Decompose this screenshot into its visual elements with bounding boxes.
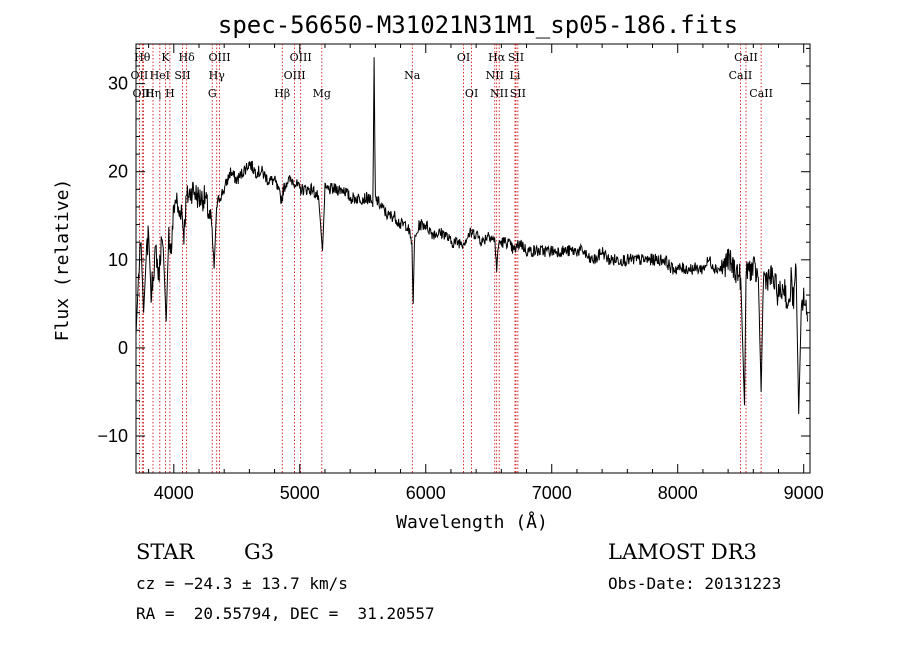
y-tick-label: 20 (108, 162, 128, 182)
line-marker-label: K (161, 51, 170, 64)
line-marker-label: CaII (749, 87, 773, 100)
line-marker-label: Na (404, 69, 421, 82)
x-tick-label: 5000 (280, 483, 320, 503)
line-marker-label: CaII (734, 51, 758, 64)
line-marker-label: Hγ (209, 69, 226, 82)
line-marker-label: NII (490, 87, 508, 100)
line-marker-label: Hη (145, 87, 161, 100)
spectrum-series (136, 57, 808, 415)
line-marker-label: SII (508, 51, 524, 64)
line-marker-label: OII (131, 69, 149, 82)
spectrum-line (136, 57, 808, 415)
line-marker-label: Hβ (274, 87, 290, 100)
line-marker-label: OIII (284, 69, 306, 82)
x-tick-label: 7000 (532, 483, 572, 503)
line-marker-label: H (165, 87, 175, 100)
y-tick-label: 0 (118, 338, 128, 358)
x-tick-label: 6000 (406, 483, 446, 503)
chart-title: spec-56650-M31021N31M1_sp05-186.fits (218, 11, 738, 39)
line-marker-label: OIII (208, 51, 230, 64)
line-marker-label: OI (457, 51, 470, 64)
x-tick-label: 9000 (784, 483, 824, 503)
y-axis-label: Flux (relative) (52, 179, 73, 342)
line-marker-label: OIII (133, 87, 155, 100)
x-tick-label: 4000 (154, 483, 194, 503)
y-tick-label: −10 (97, 426, 128, 446)
line-marker-label: OIII (290, 51, 312, 64)
line-marker-label: Mg (313, 87, 331, 100)
line-marker-label: HeI (150, 69, 170, 82)
line-marker-label: Li (510, 69, 521, 82)
object-class: STAR (136, 540, 195, 564)
sky-coordinates: RA = 20.55794, DEC = 31.20557 (136, 604, 435, 623)
x-axis-label: Wavelength (Å) (396, 511, 548, 533)
axes: 4000 5000 6000 7000 8000 9000 −10 0 10 20 30 (97, 44, 824, 503)
observation-date: Obs-Date: 20131223 (608, 574, 782, 593)
line-marker-label: Hδ (179, 51, 196, 64)
redshift-velocity: cz = −24.3 ± 13.7 km/s (136, 574, 348, 593)
line-marker-label: Hθ (134, 51, 151, 64)
y-tick-label: 10 (108, 250, 128, 270)
survey-name: LAMOST DR3 (608, 540, 757, 564)
subclass: G3 (244, 540, 275, 564)
line-marker-label: CaII (729, 69, 753, 82)
y-tick-label: 30 (108, 74, 128, 94)
plot-frame (135, 43, 811, 474)
spectral-line-markers (139, 44, 762, 473)
line-marker-label: NII (486, 69, 504, 82)
line-marker-label: SII (510, 87, 526, 100)
line-marker-label: OI (465, 87, 478, 100)
line-marker-label: Hα (488, 51, 506, 64)
line-marker-label: SII (174, 69, 190, 82)
x-tick-label: 8000 (658, 483, 698, 503)
line-marker-label: G (208, 87, 217, 100)
